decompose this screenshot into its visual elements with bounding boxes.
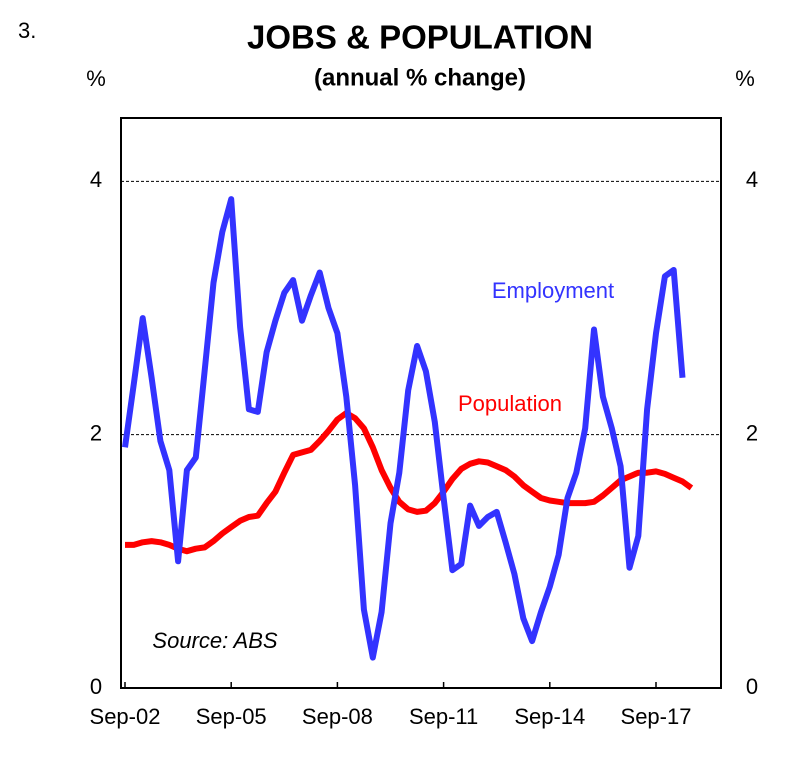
chart-subtitle: (annual % change)	[314, 64, 526, 91]
y-tick-label: 0	[90, 674, 102, 699]
x-tick-label: Sep-11	[409, 704, 478, 729]
source-note: Source: ABS	[152, 628, 277, 653]
y-tick-label: 4	[90, 167, 102, 192]
x-tick-label: Sep-17	[621, 704, 692, 729]
y-tick-label: 2	[90, 420, 102, 445]
y2-tick-label: 2	[746, 420, 758, 445]
x-tick-label: Sep-02	[90, 704, 161, 729]
plot-frame	[120, 117, 722, 689]
x-tick-label: Sep-08	[302, 704, 373, 729]
chart-title: JOBS & POPULATION	[247, 19, 593, 56]
series-line	[122, 196, 686, 661]
series-line	[125, 410, 694, 555]
y2-axis-label: %	[735, 66, 755, 91]
series-label: Population	[458, 391, 562, 416]
x-tick-label: Sep-05	[196, 704, 267, 729]
figure-number: 3.	[18, 18, 36, 43]
series-label: Employment	[492, 278, 614, 303]
x-tick-label: Sep-14	[514, 704, 585, 729]
y2-tick-label: 4	[746, 167, 758, 192]
y2-tick-label: 0	[746, 674, 758, 699]
y-axis-label: %	[86, 66, 106, 91]
